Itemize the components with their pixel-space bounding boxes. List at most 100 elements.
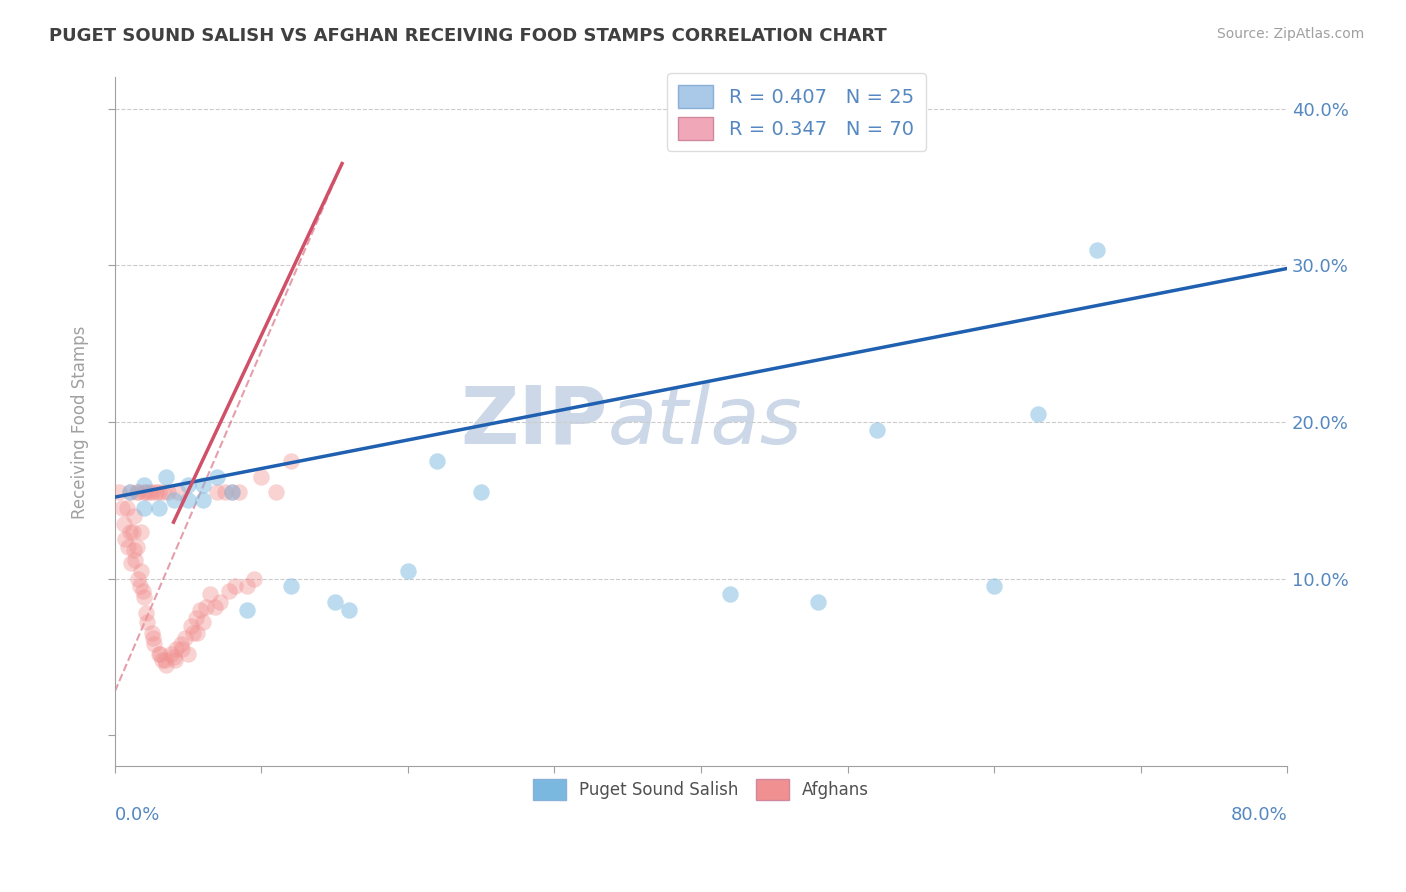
Text: Source: ZipAtlas.com: Source: ZipAtlas.com bbox=[1216, 27, 1364, 41]
Y-axis label: Receiving Food Stamps: Receiving Food Stamps bbox=[72, 326, 89, 518]
Point bbox=[118, 524, 141, 539]
Point bbox=[218, 584, 240, 599]
Point bbox=[236, 579, 259, 593]
Point bbox=[718, 587, 741, 601]
Point bbox=[141, 485, 163, 500]
Point bbox=[426, 454, 449, 468]
Point bbox=[114, 533, 136, 547]
Point bbox=[337, 603, 360, 617]
Point bbox=[127, 485, 149, 500]
Point bbox=[181, 626, 204, 640]
Point bbox=[148, 501, 170, 516]
Point bbox=[177, 493, 200, 508]
Point bbox=[174, 631, 197, 645]
Point bbox=[207, 485, 229, 500]
Text: 0.0%: 0.0% bbox=[115, 805, 160, 823]
Point bbox=[264, 485, 287, 500]
Point bbox=[138, 485, 160, 500]
Point bbox=[131, 564, 153, 578]
Point bbox=[166, 642, 188, 657]
Point bbox=[159, 647, 181, 661]
Point bbox=[162, 649, 184, 664]
Point bbox=[866, 423, 889, 437]
Point bbox=[111, 501, 134, 516]
Point bbox=[134, 485, 156, 500]
Point bbox=[153, 653, 176, 667]
Point bbox=[117, 540, 139, 554]
Point bbox=[250, 469, 273, 483]
Point bbox=[145, 485, 167, 500]
Point bbox=[280, 454, 302, 468]
Point bbox=[132, 584, 155, 599]
Point bbox=[156, 485, 179, 500]
Point bbox=[108, 485, 131, 500]
Text: ZIP: ZIP bbox=[460, 383, 607, 461]
Point bbox=[204, 599, 226, 614]
Point bbox=[141, 626, 163, 640]
Point bbox=[120, 556, 142, 570]
Point bbox=[118, 485, 141, 500]
Point bbox=[115, 501, 138, 516]
Text: 80.0%: 80.0% bbox=[1230, 805, 1286, 823]
Point bbox=[207, 469, 229, 483]
Point bbox=[191, 615, 214, 630]
Point bbox=[143, 637, 166, 651]
Point bbox=[221, 485, 243, 500]
Point bbox=[124, 553, 146, 567]
Point bbox=[184, 610, 207, 624]
Point bbox=[198, 587, 221, 601]
Point bbox=[155, 469, 177, 483]
Point bbox=[134, 477, 156, 491]
Point bbox=[152, 485, 174, 500]
Point bbox=[236, 603, 259, 617]
Point bbox=[131, 524, 153, 539]
Point bbox=[224, 579, 246, 593]
Point bbox=[136, 615, 159, 630]
Point bbox=[125, 540, 148, 554]
Point bbox=[188, 603, 211, 617]
Point bbox=[177, 477, 200, 491]
Point bbox=[243, 572, 266, 586]
Point bbox=[118, 485, 141, 500]
Point bbox=[214, 485, 236, 500]
Text: atlas: atlas bbox=[607, 383, 801, 461]
Point bbox=[122, 543, 145, 558]
Point bbox=[148, 485, 170, 500]
Point bbox=[983, 579, 1005, 593]
Point bbox=[228, 485, 250, 500]
Point bbox=[470, 485, 492, 500]
Point bbox=[127, 572, 149, 586]
Point bbox=[148, 647, 170, 661]
Point bbox=[122, 508, 145, 523]
Point bbox=[323, 595, 346, 609]
Point bbox=[142, 631, 165, 645]
Point bbox=[155, 657, 177, 672]
Point bbox=[186, 626, 208, 640]
Point bbox=[134, 501, 156, 516]
Point bbox=[221, 485, 243, 500]
Point bbox=[135, 606, 157, 620]
Point bbox=[396, 564, 419, 578]
Text: PUGET SOUND SALISH VS AFGHAN RECEIVING FOOD STAMPS CORRELATION CHART: PUGET SOUND SALISH VS AFGHAN RECEIVING F… bbox=[49, 27, 887, 45]
Point bbox=[134, 591, 156, 605]
Legend: Puget Sound Salish, Afghans: Puget Sound Salish, Afghans bbox=[526, 772, 876, 806]
Point bbox=[149, 647, 172, 661]
Point bbox=[180, 618, 202, 632]
Point bbox=[1026, 407, 1049, 421]
Point bbox=[209, 595, 232, 609]
Point bbox=[807, 595, 830, 609]
Point bbox=[112, 516, 135, 531]
Point bbox=[167, 485, 190, 500]
Point bbox=[172, 642, 194, 657]
Point bbox=[128, 579, 150, 593]
Point bbox=[163, 653, 186, 667]
Point bbox=[150, 653, 173, 667]
Point bbox=[125, 485, 148, 500]
Point bbox=[177, 647, 200, 661]
Point bbox=[121, 524, 143, 539]
Point bbox=[1085, 243, 1108, 257]
Point bbox=[280, 579, 302, 593]
Point bbox=[191, 493, 214, 508]
Point bbox=[162, 493, 184, 508]
Point bbox=[191, 477, 214, 491]
